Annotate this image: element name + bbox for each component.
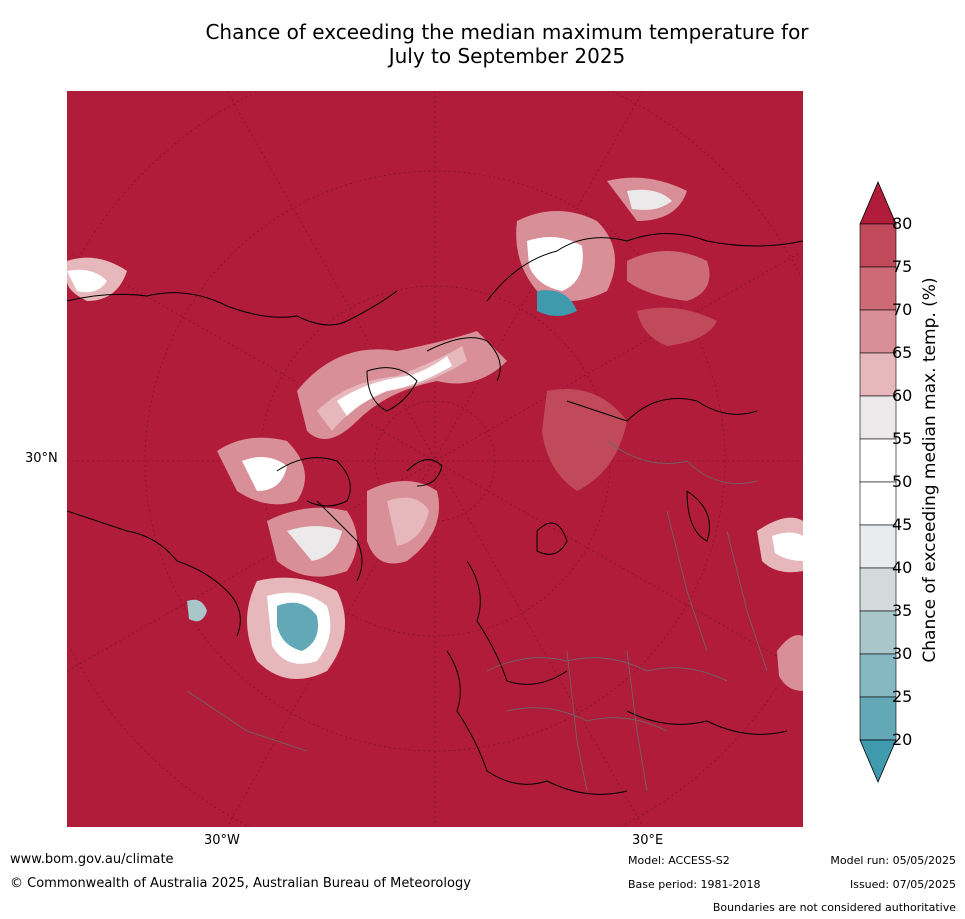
colorbar-tick-label: 65 [892, 343, 913, 362]
colorbar-tick-label: 40 [892, 558, 913, 577]
longitude-label-west: 30°W [204, 833, 240, 848]
colorbar-label: Chance of exceeding median max. temp. (%… [920, 277, 940, 663]
latitude-label: 30°N [25, 451, 58, 466]
footer-disclaimer: Boundaries are not considered authoritat… [712, 901, 956, 914]
colorbar-segment [859, 696, 897, 741]
colorbar-segment [859, 438, 897, 483]
colorbar-extend-top [859, 180, 897, 225]
longitude-label-east: 30°E [632, 833, 664, 848]
footer-issued: Issued: 07/05/2025 [849, 878, 956, 891]
colorbar-tick-label: 75 [892, 257, 913, 276]
colorbar-segment [859, 309, 897, 354]
colorbar-tick-label: 60 [892, 386, 913, 405]
footer-model-run: Model run: 05/05/2025 [830, 854, 956, 867]
colorbar-tick-label: 45 [892, 515, 913, 534]
title-line-2: July to September 2025 [388, 44, 626, 68]
colorbar-segment [859, 524, 897, 569]
colorbar-segment [859, 266, 897, 311]
colorbar-segment [859, 223, 897, 268]
title-line-1: Chance of exceeding the median maximum t… [205, 20, 809, 44]
footer-model: Model: ACCESS-S2 [628, 854, 730, 867]
forecast-map [67, 91, 803, 827]
map-graphic [67, 91, 803, 827]
colorbar-tick-label: 50 [892, 472, 913, 491]
chart-title: Chance of exceeding the median maximum t… [0, 20, 965, 68]
colorbar-tick-label: 80 [892, 214, 913, 233]
colorbar-segment [859, 481, 897, 526]
coastlines [67, 233, 803, 795]
colorbar-extend-bottom [859, 739, 897, 784]
colorbar-tick-label: 30 [892, 644, 913, 663]
colorbar-segment [859, 610, 897, 655]
probability-shading [67, 177, 803, 691]
colorbar-segment [859, 352, 897, 397]
colorbar-segment [859, 567, 897, 612]
colorbar-segment [859, 653, 897, 698]
colorbar-tick-label: 25 [892, 687, 913, 706]
country-borders [186, 440, 768, 792]
colorbar-tick-label: 55 [892, 429, 913, 448]
footer-base-period: Base period: 1981-2018 [628, 878, 761, 891]
colorbar-tick-label: 20 [892, 730, 913, 749]
footer-copyright: © Commonwealth of Australia 2025, Austra… [10, 876, 471, 891]
colorbar-tick-label: 70 [892, 300, 913, 319]
colorbar-tick-label: 35 [892, 601, 913, 620]
graticule [67, 91, 803, 827]
colorbar-segment [859, 395, 897, 440]
footer-website: www.bom.gov.au/climate [10, 852, 174, 867]
colorbar [859, 180, 897, 784]
